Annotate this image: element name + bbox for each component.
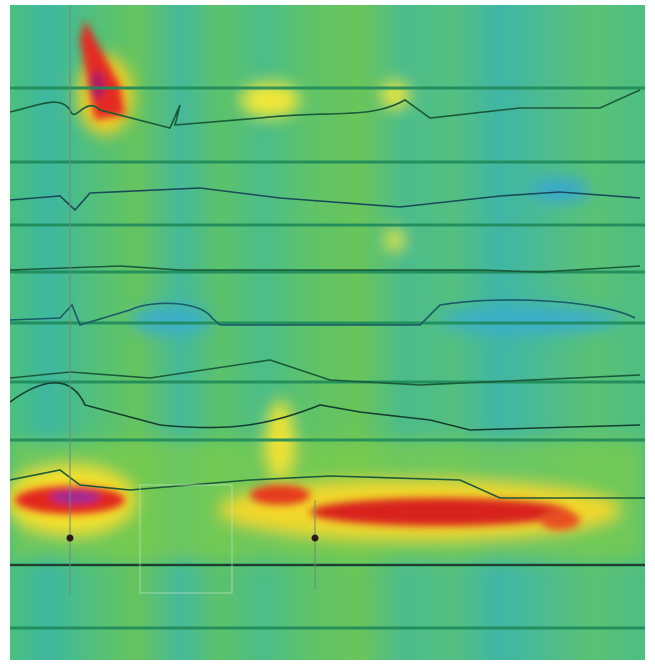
- marker-dot: [67, 535, 74, 542]
- heat-blob: [385, 228, 405, 252]
- marker-dot: [312, 535, 319, 542]
- peak: [250, 485, 310, 505]
- heat-blob: [440, 306, 620, 334]
- page: [0, 0, 655, 671]
- peak-core: [50, 491, 100, 503]
- heat-blob: [530, 178, 590, 202]
- plot-area: [5, 5, 645, 660]
- peak: [540, 510, 580, 530]
- peak: [310, 498, 570, 526]
- manometry-plot: [0, 0, 655, 671]
- heat-blob: [130, 306, 210, 334]
- peak-core: [89, 71, 105, 99]
